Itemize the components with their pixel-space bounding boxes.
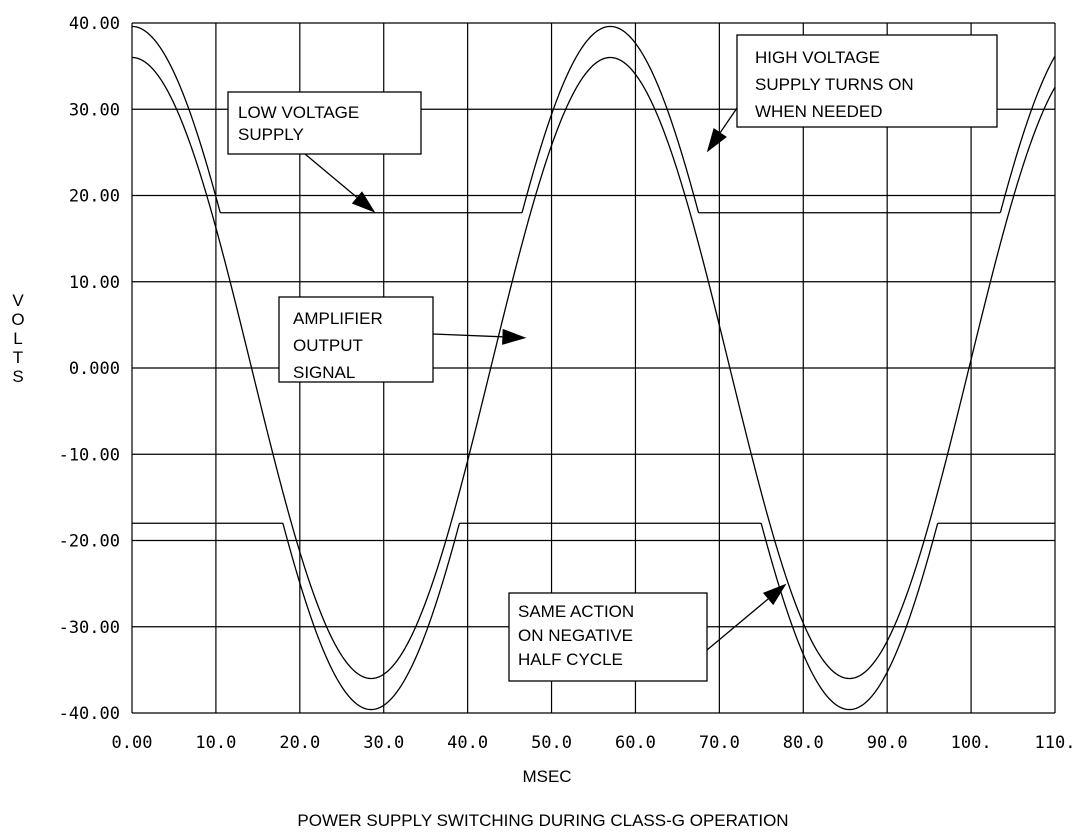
annotation-arrow-line	[706, 598, 769, 651]
annotation-text: AMPLIFIER	[293, 309, 383, 328]
annotation-text: SUPPLY	[238, 125, 304, 144]
x-tick-label: 70.0	[699, 733, 740, 753]
x-tick-label: 60.0	[615, 733, 656, 753]
y-axis-label-letter: T	[13, 348, 23, 367]
x-tick-label: 80.0	[783, 733, 824, 753]
chart-title: POWER SUPPLY SWITCHING DURING CLASS-G OP…	[297, 811, 788, 830]
x-axis-label: MSEC	[522, 767, 571, 786]
y-axis-label-letter: O	[11, 310, 24, 329]
x-tick-label: 110.	[1035, 733, 1076, 753]
annotation-text: OUTPUT	[293, 336, 363, 355]
x-tick-label: 90.0	[867, 733, 908, 753]
y-tick-labels: 40.00 30.00 20.00 10.00 0.000 -10.00 -20.00 -30…	[59, 14, 120, 724]
annotation: LOW VOLTAGE SUPPLY	[227, 91, 422, 213]
annotation-arrow-line	[719, 107, 738, 133]
positive-supply-line	[131, 25, 1056, 214]
y-tick-label: -40.00	[59, 704, 120, 724]
annotation-box	[227, 91, 422, 155]
annotation-text: WHEN NEEDED	[755, 102, 883, 121]
x-tick-label: 20.0	[279, 733, 320, 753]
annotation-text: SUPPLY TURNS ON	[755, 75, 914, 94]
annotations: LOW VOLTAGE SUPPLY HIGH VOLTAGE SUPPLY TURN…	[227, 34, 998, 682]
annotation-text: SIGNAL	[293, 363, 355, 382]
annotation-arrow-head	[351, 191, 376, 213]
annotation-text: HIGH VOLTAGE	[755, 48, 880, 67]
annotation: SAME ACTION ON NEGATIVE HALF CYCLE	[508, 583, 787, 682]
annotation-arrow-line	[432, 333, 503, 338]
annotation: AMPLIFIER OUTPUT SIGNAL	[278, 296, 527, 383]
annotation-box	[508, 592, 708, 682]
annotation-box	[278, 296, 434, 383]
x-tick-label: 100.	[951, 733, 992, 753]
y-axis-label-letter: V	[12, 291, 24, 310]
annotation-arrow-head	[762, 583, 787, 606]
annotation-text: HALF CYCLE	[518, 650, 623, 669]
y-tick-label: 20.00	[69, 187, 120, 207]
x-tick-label: 0.00	[112, 733, 153, 753]
annotation-arrow-line	[304, 153, 358, 198]
y-tick-label: 0.000	[69, 359, 120, 379]
x-tick-label: 40.0	[447, 733, 488, 753]
x-tick-label: 50.0	[531, 733, 572, 753]
x-tick-label: 10.0	[195, 733, 236, 753]
x-tick-label: 30.0	[363, 733, 404, 753]
annotation-text: ON NEGATIVE	[518, 626, 633, 645]
annotation-text: LOW VOLTAGE	[238, 103, 359, 122]
negative-supply-line	[132, 522, 1055, 711]
x-tick-labels: 0.00 10.0 20.0 30.0 40.0 50.0 60.0 70.0 80.0 90.0…	[112, 733, 1076, 753]
y-tick-label: -10.00	[59, 445, 120, 465]
annotation-box	[736, 34, 998, 128]
annotation-arrow-head	[502, 328, 527, 345]
curves	[131, 25, 1056, 711]
y-axis-label-letter: S	[12, 367, 23, 386]
y-axis-label-letter: L	[13, 329, 22, 348]
amplifier-output-line	[131, 56, 1056, 680]
annotation-arrow-head	[706, 128, 727, 153]
y-tick-label: 40.00	[69, 14, 120, 34]
y-tick-label: 30.00	[69, 100, 120, 120]
annotation: HIGH VOLTAGE SUPPLY TURNS ON WHEN NEEDED	[706, 34, 998, 153]
y-tick-label: 10.00	[69, 273, 120, 293]
annotation-text: SAME ACTION	[518, 602, 634, 621]
y-tick-label: -30.00	[59, 618, 120, 638]
y-tick-label: -20.00	[59, 532, 120, 552]
